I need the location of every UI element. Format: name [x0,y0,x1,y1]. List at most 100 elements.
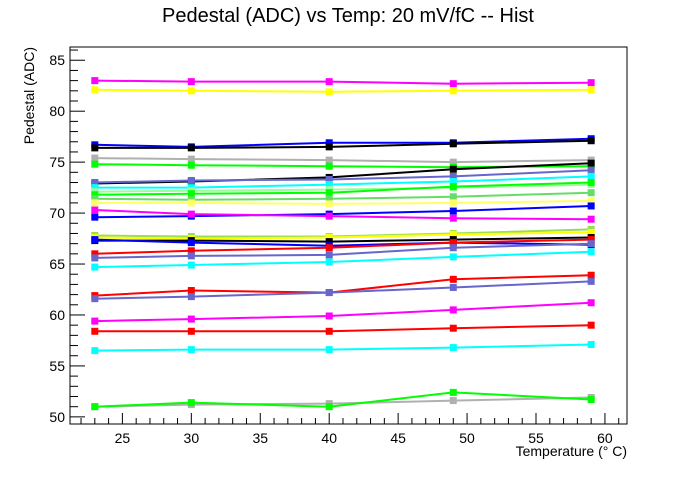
series-4 [91,137,595,152]
data-point [449,344,457,352]
series-13 [91,197,595,208]
data-point [325,238,333,246]
series-25 [91,299,595,325]
data-point [449,283,457,291]
data-point [187,247,195,255]
data-point [91,77,99,85]
data-point [91,317,99,325]
data-point [187,78,195,86]
x-tick-label: 45 [390,430,406,446]
series-2 [91,86,595,96]
data-point [587,197,595,205]
data-point [187,327,195,335]
data-point [325,234,333,242]
data-point [325,156,333,164]
x-tick-label: 55 [528,430,544,446]
data-point [91,213,99,221]
data-point [449,87,457,95]
series-line [94,324,592,333]
x-tick-label: 60 [597,430,613,446]
data-point [325,139,333,147]
series-line [94,199,592,205]
y-tick-label: 55 [49,358,65,374]
data-point [187,293,195,301]
data-point [91,327,99,335]
data-point [325,175,333,183]
data-point [587,137,595,145]
series-line [94,280,592,300]
data-point [187,199,195,207]
y-tick-label: 60 [49,307,65,323]
data-point [325,312,333,320]
data-point [587,215,595,223]
series-21 [91,240,595,262]
x-tick-label: 25 [115,430,131,446]
data-point [91,206,99,214]
series-line [94,88,592,93]
data-point [449,140,457,148]
data-point [587,277,595,285]
data-point [91,250,99,258]
data-point [449,306,457,314]
plot-frame [69,46,628,425]
data-point [449,172,457,180]
data-point [325,244,333,252]
x-axis: 25 30 35 40 45 50 55 60 [80,413,620,446]
data-point [325,200,333,208]
y-axis: 50 55 60 65 70 75 80 85 [49,49,85,425]
data-point [449,253,457,261]
data-point [325,88,333,96]
data-point [587,299,595,307]
data-point [187,161,195,169]
series-29 [91,388,595,411]
data-point [187,144,195,152]
data-point [325,346,333,354]
data-point [449,214,457,222]
series-22 [91,248,595,271]
data-point [325,195,333,203]
data-point [449,230,457,238]
series-line [94,79,592,85]
data-point [91,144,99,152]
y-tick-label: 80 [49,103,65,119]
series-line [94,343,592,352]
data-point [449,207,457,215]
data-point [325,181,333,189]
data-point [187,261,195,269]
data-point [587,86,595,94]
data-point [587,202,595,210]
data-point [325,251,333,259]
data-point [587,271,595,279]
data-point [187,287,195,295]
data-point [187,239,195,247]
series-27 [91,341,595,355]
data-point [325,403,333,411]
series-26 [91,321,595,335]
data-point [449,244,457,252]
x-tick-label: 40 [321,430,337,446]
series-1 [91,77,595,88]
data-point [187,87,195,95]
data-point [91,184,99,192]
data-point [187,252,195,260]
x-tick-label: 50 [459,430,475,446]
data-point [587,228,595,236]
data-point [449,80,457,88]
data-point [587,166,595,174]
data-point [91,86,99,94]
data-point [91,199,99,207]
data-point [449,193,457,201]
data-point [91,160,99,168]
y-tick-label: 75 [49,154,65,170]
data-point [325,189,333,197]
data-point [587,189,595,197]
series-11 [91,179,595,199]
data-point [325,78,333,86]
data-point [587,79,595,87]
data-point [91,191,99,199]
data-point [449,165,457,173]
x-tick-label: 35 [252,430,268,446]
y-tick-label: 85 [49,52,65,68]
